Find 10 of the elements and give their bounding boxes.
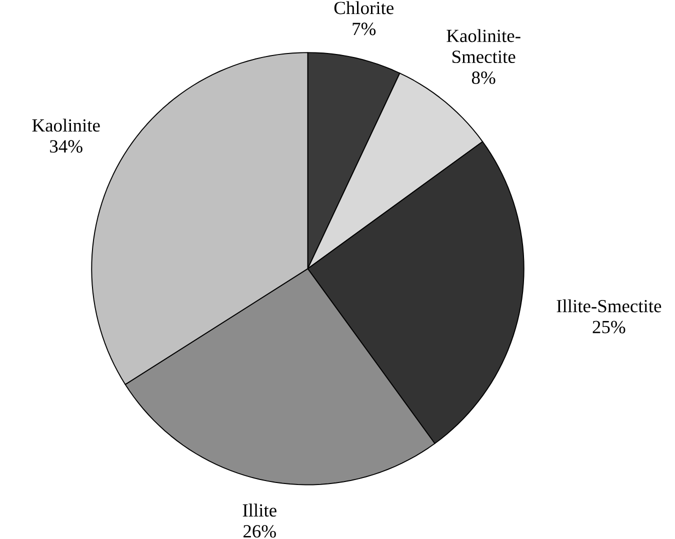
- slice-label: Kaolinite: [32, 118, 100, 132]
- data-label: 34%: [50, 140, 82, 153]
- slice-label: Illite: [242, 504, 276, 517]
- data-label: 8%: [472, 72, 496, 84]
- slice-label: Kaolinite-Smectite: [446, 29, 520, 64]
- data-label: 25%: [592, 320, 626, 334]
- data-label: 7%: [352, 22, 376, 36]
- data-label: 26%: [244, 525, 276, 538]
- slice-label: Illite-Smectite: [556, 299, 662, 312]
- slice-label: Chlorite: [334, 1, 394, 14]
